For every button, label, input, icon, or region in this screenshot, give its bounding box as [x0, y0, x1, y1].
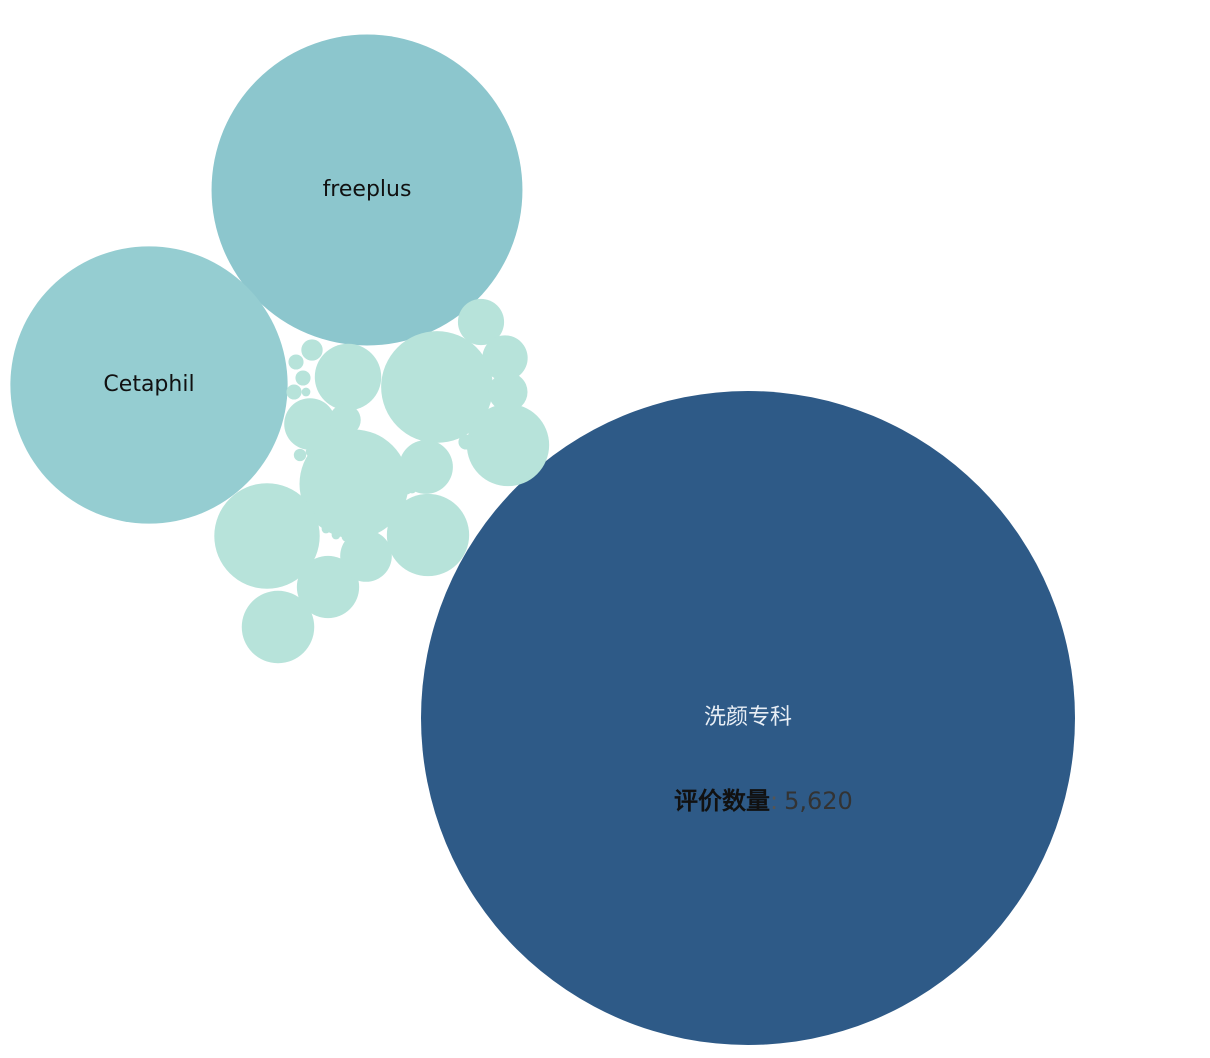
bubble-3[interactable]	[381, 331, 493, 443]
bubble-27[interactable]	[321, 524, 331, 534]
bubble-label-freeplus: freeplus	[323, 177, 412, 202]
bubble-26[interactable]	[341, 532, 351, 542]
bubble-6[interactable]	[386, 493, 470, 577]
bubble-11[interactable]	[399, 440, 453, 494]
bubble-freeplus[interactable]	[211, 34, 523, 346]
tooltip-value: 5,620	[784, 787, 853, 815]
bubble-8[interactable]	[241, 590, 315, 664]
tooltip-separator: :	[770, 787, 779, 815]
bubble-15[interactable]	[482, 335, 528, 381]
bubble-12[interactable]	[284, 398, 336, 450]
bubble-28[interactable]	[305, 447, 315, 457]
bubble-21[interactable]	[286, 384, 302, 400]
bubble-4[interactable]	[299, 429, 409, 539]
bubble-14[interactable]	[457, 298, 505, 346]
bubble-24[interactable]	[301, 387, 311, 397]
bubble-20[interactable]	[295, 370, 311, 386]
bubble-label-cetaphil: Cetaphil	[103, 372, 194, 397]
bubble-洗颜专科[interactable]	[421, 391, 1075, 1045]
bubble-cetaphil[interactable]	[10, 246, 288, 524]
tooltip-key: 评价数量	[674, 786, 770, 815]
bubble-9[interactable]	[314, 343, 382, 411]
bubble-label-洗颜专科: 洗颜专科	[704, 705, 792, 730]
tooltip: 评价数量: 5,620	[674, 784, 853, 819]
bubble-29[interactable]	[333, 428, 343, 438]
bubble-17[interactable]	[329, 404, 361, 436]
bubble-16[interactable]	[488, 372, 528, 412]
bubble-5[interactable]	[214, 483, 320, 589]
bubble-25[interactable]	[331, 530, 341, 540]
bubble-7[interactable]	[466, 403, 550, 487]
bubble-13[interactable]	[340, 530, 392, 582]
bubble-23[interactable]	[293, 448, 307, 462]
bubble-10[interactable]	[296, 555, 360, 619]
bubble-22[interactable]	[458, 434, 474, 450]
bubble-19[interactable]	[288, 354, 304, 370]
bubble-31[interactable]	[407, 484, 417, 494]
bubble-18[interactable]	[301, 339, 323, 361]
